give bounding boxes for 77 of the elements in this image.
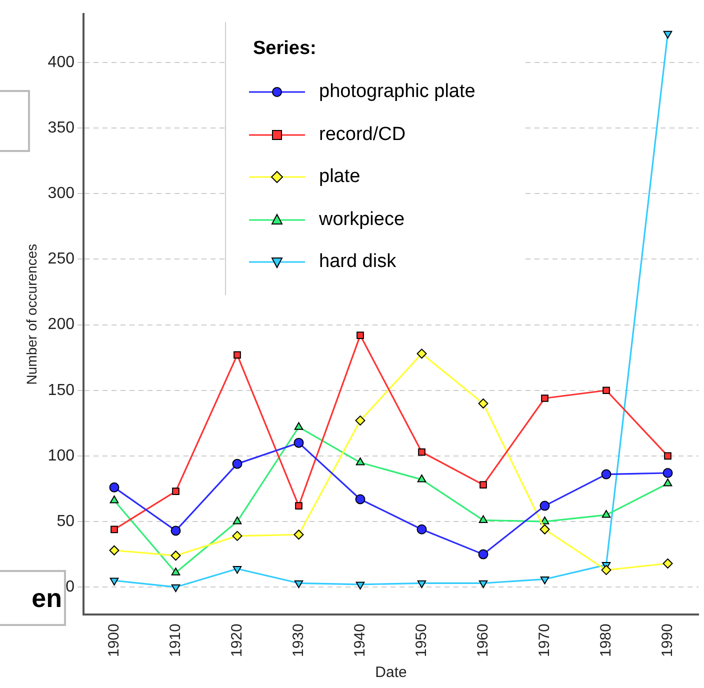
point — [480, 481, 487, 488]
point — [355, 416, 366, 426]
point — [294, 580, 304, 588]
legend-label: record/CD — [319, 124, 406, 146]
point — [110, 496, 119, 504]
point — [294, 530, 304, 540]
point — [540, 524, 550, 534]
y-tick-label: 0 — [66, 578, 75, 596]
legend-label: photographic plate — [319, 81, 476, 103]
point — [478, 580, 488, 588]
point — [416, 348, 427, 359]
point — [232, 530, 242, 541]
point — [478, 515, 488, 523]
point — [171, 584, 180, 592]
x-tick-label: 1970 — [536, 624, 553, 658]
point — [232, 516, 242, 524]
legend-label: hard disk — [319, 251, 396, 273]
point — [664, 452, 672, 460]
point — [109, 482, 120, 492]
point — [295, 502, 302, 510]
point — [478, 398, 488, 408]
x-tick-label: 1930 — [290, 624, 307, 658]
point — [234, 351, 241, 359]
point — [541, 394, 548, 402]
y-tick-label: 50 — [56, 512, 75, 530]
point — [602, 510, 611, 518]
point — [418, 448, 426, 456]
point — [110, 578, 119, 586]
point — [602, 386, 610, 394]
legend-label: workpiece — [319, 208, 405, 230]
point — [478, 549, 488, 560]
point — [356, 582, 365, 590]
y-tick-label: 400 — [48, 54, 75, 71]
point — [109, 545, 120, 556]
legend-title: Series: — [253, 38, 316, 60]
x-tick-label: 1940 — [351, 624, 368, 658]
y-tick-label: 100 — [48, 447, 75, 464]
point — [232, 458, 242, 469]
point — [170, 526, 181, 536]
point — [356, 458, 365, 466]
legend-label: plate — [319, 166, 360, 188]
point — [355, 494, 366, 504]
y-tick-label: 200 — [48, 316, 75, 334]
x-tick-label: 1950 — [412, 624, 430, 658]
y-tick-label: 300 — [48, 185, 75, 202]
point — [416, 524, 427, 534]
point — [417, 580, 426, 588]
point — [232, 566, 242, 574]
point — [662, 558, 673, 568]
point — [663, 30, 672, 39]
point — [540, 500, 550, 511]
x-tick-label: 1990 — [658, 624, 676, 658]
x-tick-label: 1920 — [228, 624, 246, 658]
point — [540, 516, 550, 524]
x-axis-title: Date — [375, 664, 407, 682]
point — [294, 422, 304, 430]
y-tick-label: 350 — [48, 120, 75, 136]
y-tick-label: 250 — [48, 250, 75, 268]
x-tick-label: 1980 — [597, 624, 614, 658]
point — [171, 568, 180, 576]
text: en — [0, 570, 66, 626]
point — [540, 576, 550, 584]
point — [663, 478, 672, 486]
point — [172, 488, 180, 496]
point — [601, 565, 612, 576]
point — [294, 438, 304, 448]
y-axis-title: Number of occurences — [23, 244, 40, 385]
point — [356, 332, 364, 339]
point — [601, 469, 612, 480]
point — [417, 474, 426, 482]
y-tick-label: 150 — [48, 382, 75, 399]
point — [662, 468, 673, 478]
x-tick-label: 1960 — [474, 624, 492, 658]
x-tick-label: 1910 — [166, 624, 184, 658]
point — [110, 526, 118, 534]
point — [170, 550, 181, 561]
x-tick-label: 1900 — [105, 624, 122, 658]
